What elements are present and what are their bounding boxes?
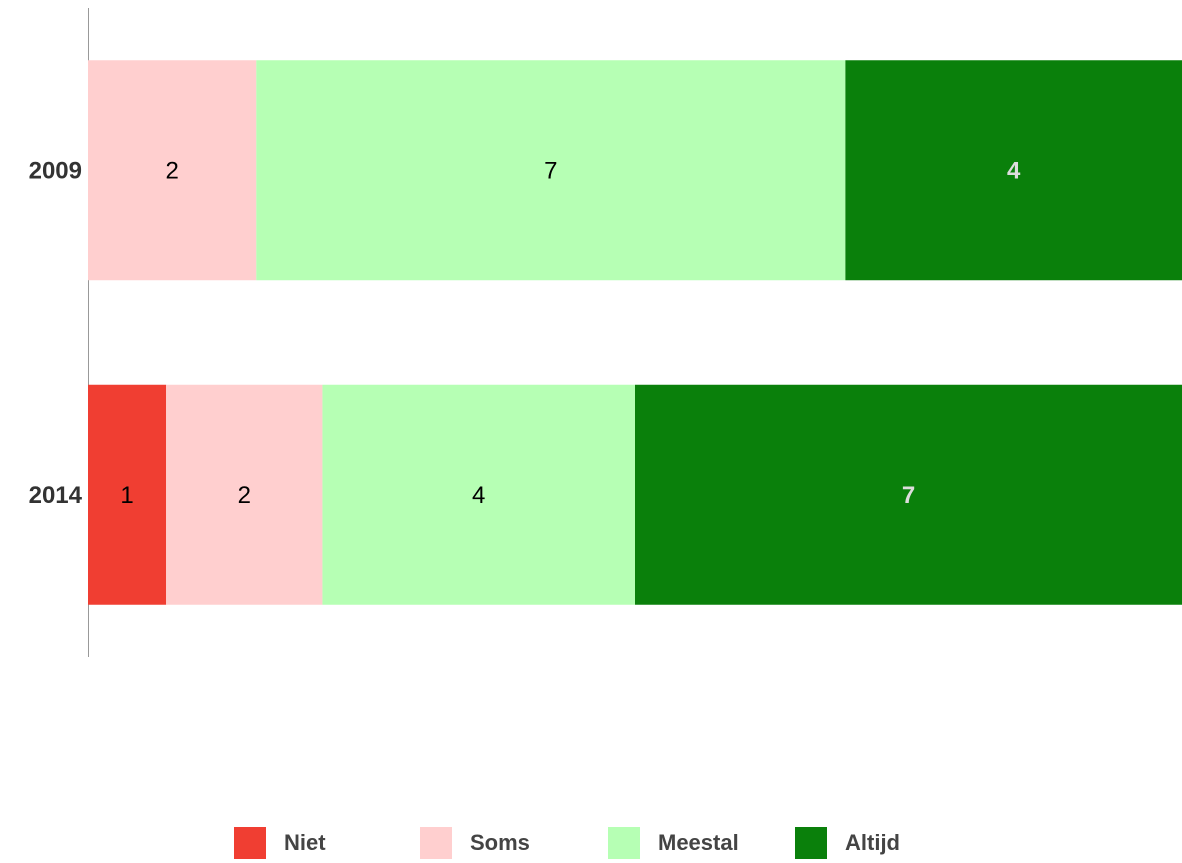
value-label: 4	[1007, 158, 1021, 185]
value-label: 4	[472, 482, 485, 509]
bar-segment	[845, 60, 1182, 281]
value-label: 7	[544, 158, 557, 185]
value-label: 7	[902, 482, 915, 509]
legend-swatch	[234, 827, 266, 859]
bar-segment	[88, 60, 257, 281]
legend-label: Niet	[284, 830, 326, 855]
legend-label: Meestal	[658, 830, 739, 855]
legend-label: Altijd	[845, 830, 900, 855]
bar-segment	[256, 60, 846, 281]
bar-segment	[635, 384, 1182, 605]
category-label: 2009	[29, 158, 82, 185]
category-label: 2014	[29, 482, 83, 509]
value-label: 1	[120, 482, 133, 509]
legend-label: Soms	[470, 830, 530, 855]
value-label: 2	[165, 158, 178, 185]
bar-segment	[322, 384, 635, 605]
value-label: 2	[238, 482, 251, 509]
legend-swatch	[420, 827, 452, 859]
legend-swatch	[795, 827, 827, 859]
legend-swatch	[608, 827, 640, 859]
bar-segment	[88, 384, 167, 605]
bar-segment	[166, 384, 323, 605]
